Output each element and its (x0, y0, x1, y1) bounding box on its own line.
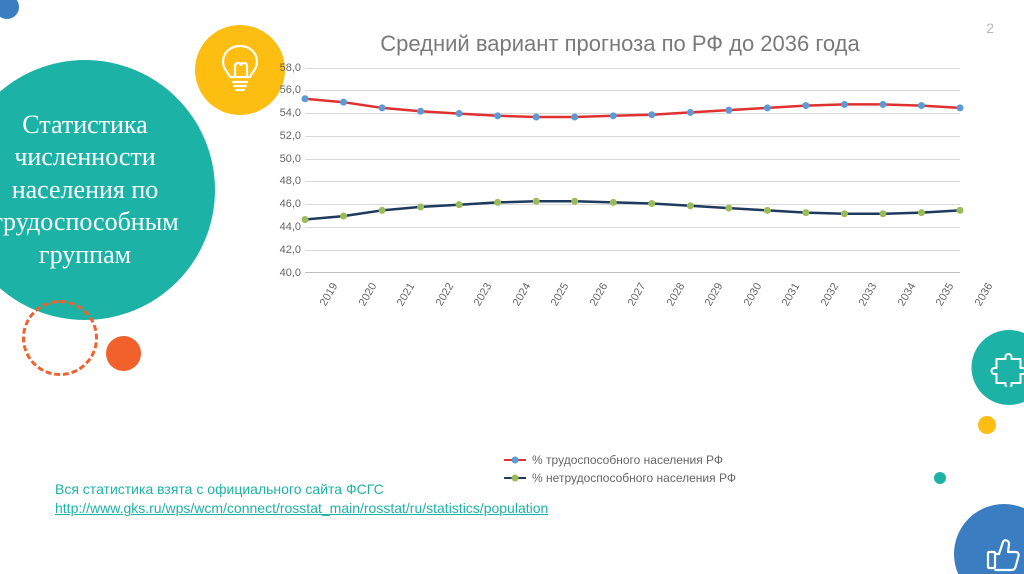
page-number: 2 (986, 20, 994, 36)
series-marker (841, 210, 848, 217)
slide: Статистика численности населения по труд… (0, 0, 1024, 574)
series-marker (494, 198, 501, 205)
series-marker (764, 104, 771, 111)
footnote-text: Вся статистика взята с официального сайт… (55, 481, 384, 497)
legend-label: % нетрудоспособного населения РФ (532, 471, 736, 485)
x-tick-label: 2024 (510, 281, 533, 308)
series-marker (725, 106, 732, 113)
series-marker (456, 201, 463, 208)
x-tick-label: 2021 (395, 281, 418, 308)
chart: Средний вариант прогноза по РФ до 2036 г… (280, 30, 960, 400)
y-tick-label: 54,0 (275, 107, 301, 119)
thumbs-up-icon (982, 532, 1024, 574)
x-tick-label: 2025 (549, 281, 572, 308)
series-marker (648, 200, 655, 207)
series-marker (571, 113, 578, 120)
x-tick-label: 2036 (973, 281, 996, 308)
series-marker (379, 104, 386, 111)
legend-label: % трудоспособного населения РФ (532, 453, 723, 467)
chart-x-labels: 2019202020212022202320242025202620272028… (330, 273, 985, 328)
series-marker (610, 198, 617, 205)
x-tick-label: 2031 (780, 281, 803, 308)
legend-line-sample (504, 477, 526, 479)
puzzle-circle (972, 330, 1024, 405)
series-marker (302, 215, 309, 222)
series-marker (802, 102, 809, 109)
slide-title: Статистика численности населения по труд… (0, 109, 215, 272)
y-tick-label: 44,0 (275, 221, 301, 233)
chart-y-axis: 40,042,044,046,048,050,052,054,056,058,0 (277, 68, 305, 273)
y-tick-label: 58,0 (275, 62, 301, 74)
footnote-link[interactable]: http://www.gks.ru/wps/wcm/connect/rossta… (55, 500, 548, 516)
series-marker (533, 113, 540, 120)
chart-lines-svg (305, 68, 960, 273)
series-marker (456, 110, 463, 117)
x-tick-label: 2035 (934, 281, 957, 308)
decor-circle-yellow-tiny (978, 416, 996, 434)
series-marker (648, 111, 655, 118)
x-tick-label: 2019 (318, 281, 341, 308)
y-tick-label: 48,0 (275, 175, 301, 187)
series-marker (302, 95, 309, 102)
series-marker (610, 112, 617, 119)
x-tick-label: 2033 (857, 281, 880, 308)
decor-circle-teal-tiny (934, 472, 946, 484)
footnote: Вся статистика взята с официального сайт… (55, 480, 548, 519)
series-marker (494, 112, 501, 119)
series-marker (379, 206, 386, 213)
series-marker (340, 98, 347, 105)
x-tick-label: 2032 (819, 281, 842, 308)
x-tick-label: 2023 (472, 281, 495, 308)
puzzle-icon (990, 349, 1024, 387)
series-marker (571, 197, 578, 204)
series-marker (918, 209, 925, 216)
x-tick-label: 2027 (626, 281, 649, 308)
series-marker (687, 108, 694, 115)
x-tick-label: 2020 (356, 281, 379, 308)
series-marker (687, 202, 694, 209)
series-marker (879, 210, 886, 217)
series-marker (957, 206, 964, 213)
y-tick-label: 42,0 (275, 244, 301, 256)
x-tick-label: 2028 (665, 281, 688, 308)
y-tick-label: 50,0 (275, 153, 301, 165)
series-marker (957, 104, 964, 111)
series-marker (841, 100, 848, 107)
title-circle: Статистика численности населения по труд… (0, 60, 215, 320)
legend-item: % трудоспособного населения РФ (504, 453, 736, 467)
y-tick-label: 52,0 (275, 130, 301, 142)
series-marker (764, 206, 771, 213)
chart-title: Средний вариант прогноза по РФ до 2036 г… (280, 30, 960, 58)
chart-plot-area: 40,042,044,046,048,050,052,054,056,058,0… (305, 68, 960, 273)
decor-circle-orange-dashed (22, 300, 98, 376)
bulb-circle (195, 25, 285, 115)
x-tick-label: 2029 (703, 281, 726, 308)
y-tick-label: 56,0 (275, 84, 301, 96)
y-tick-label: 46,0 (275, 198, 301, 210)
series-marker (725, 204, 732, 211)
series-line (305, 201, 960, 219)
series-marker (533, 197, 540, 204)
lightbulb-icon (217, 41, 263, 99)
thumb-circle (954, 504, 1024, 574)
legend-marker-sample (512, 457, 519, 464)
series-marker (879, 100, 886, 107)
series-marker (417, 107, 424, 114)
series-marker (340, 212, 347, 219)
x-tick-label: 2026 (587, 281, 610, 308)
series-line (305, 98, 960, 116)
x-tick-label: 2030 (742, 281, 765, 308)
y-tick-label: 40,0 (275, 267, 301, 279)
series-marker (417, 203, 424, 210)
x-tick-label: 2034 (896, 281, 919, 308)
series-marker (802, 209, 809, 216)
series-marker (918, 102, 925, 109)
decor-circle-orange-small (106, 336, 141, 371)
decor-circle-blue-small (0, 0, 19, 19)
legend-line-sample (504, 459, 526, 461)
x-tick-label: 2022 (433, 281, 456, 308)
